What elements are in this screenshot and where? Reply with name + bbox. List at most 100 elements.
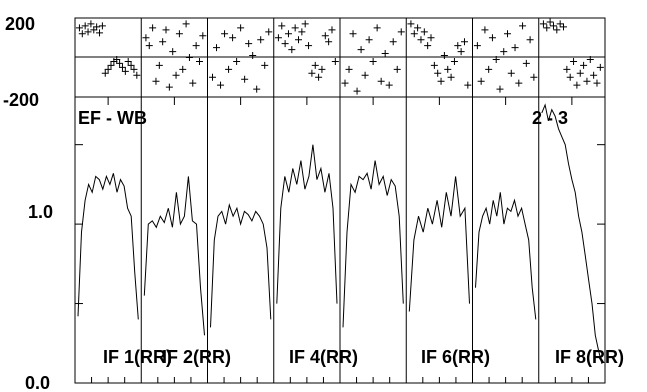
phase-point bbox=[233, 57, 241, 65]
phase-point bbox=[361, 71, 369, 79]
phase-point bbox=[229, 34, 237, 42]
amplitude-line-7 bbox=[475, 192, 537, 320]
phase-point bbox=[397, 28, 405, 36]
phase-point bbox=[328, 26, 336, 34]
phase-point bbox=[182, 20, 190, 28]
phase-point bbox=[298, 28, 306, 36]
phase-point bbox=[225, 65, 233, 73]
phase-point bbox=[301, 20, 309, 28]
phase-point bbox=[511, 44, 519, 52]
phase-point bbox=[274, 34, 282, 42]
phase-point bbox=[481, 26, 489, 34]
phase-point bbox=[189, 79, 197, 87]
phase-point bbox=[586, 55, 594, 63]
phase-point bbox=[78, 30, 86, 38]
phase-point bbox=[349, 30, 357, 38]
phase-point bbox=[305, 42, 313, 50]
amp-ytick-bottom: 0.0 bbox=[25, 373, 50, 392]
phase-point bbox=[281, 40, 289, 48]
phase-point bbox=[430, 61, 438, 69]
phase-point bbox=[149, 24, 157, 32]
phase-point bbox=[75, 24, 83, 32]
amplitude-layer bbox=[77, 103, 603, 365]
phase-point bbox=[570, 57, 578, 65]
phase-point bbox=[145, 42, 153, 50]
phase-point bbox=[241, 75, 249, 83]
phase-point bbox=[81, 22, 89, 30]
phase-point bbox=[308, 69, 316, 77]
phase-point bbox=[121, 67, 129, 75]
phase-point bbox=[341, 79, 349, 87]
phase-point bbox=[90, 26, 98, 34]
phase-point bbox=[488, 34, 496, 42]
phase-point bbox=[325, 38, 333, 46]
phase-point bbox=[162, 26, 170, 34]
phase-point bbox=[199, 32, 207, 40]
phase-point bbox=[101, 69, 109, 77]
phase-point bbox=[284, 30, 292, 38]
phase-point bbox=[169, 48, 177, 56]
phase-point bbox=[530, 73, 538, 81]
phase-point bbox=[261, 61, 269, 69]
phase-point bbox=[393, 65, 401, 73]
phase-point bbox=[365, 36, 373, 44]
amplitude-line-1 bbox=[77, 173, 139, 320]
phase-point bbox=[321, 32, 329, 40]
amplitude-line-5 bbox=[342, 160, 404, 328]
amplitude-line-4 bbox=[276, 144, 338, 304]
channel-dividers bbox=[140, 18, 540, 383]
phase-point bbox=[563, 65, 571, 73]
phase-point bbox=[549, 22, 557, 30]
if-label-2: IF 2(RR) bbox=[162, 347, 231, 367]
phase-point bbox=[373, 24, 381, 32]
phase-point bbox=[152, 77, 160, 85]
phase-point bbox=[318, 65, 326, 73]
phase-point bbox=[440, 52, 448, 60]
phase-point bbox=[477, 77, 485, 85]
phase-point bbox=[596, 63, 604, 71]
phase-point bbox=[407, 20, 415, 28]
phase-point bbox=[192, 42, 200, 50]
phase-point bbox=[96, 29, 104, 37]
phase-point bbox=[590, 71, 598, 79]
phase-layer bbox=[75, 18, 604, 95]
phase-ytick-top: 200 bbox=[5, 14, 35, 34]
phase-point bbox=[434, 69, 442, 77]
phase-point bbox=[331, 57, 339, 65]
phase-point bbox=[464, 81, 472, 89]
phase-point bbox=[515, 79, 523, 87]
amplitude-line-8 bbox=[541, 103, 603, 365]
phase-point bbox=[519, 22, 527, 30]
phase-point bbox=[492, 55, 500, 63]
phase-point bbox=[87, 20, 95, 28]
phase-point bbox=[553, 26, 561, 34]
phase-point bbox=[278, 22, 286, 30]
tick-marks bbox=[75, 97, 605, 384]
phase-point bbox=[93, 23, 101, 31]
phase-point bbox=[127, 61, 135, 69]
phase-point bbox=[217, 81, 225, 89]
phase-point bbox=[155, 61, 163, 69]
amplitude-line-3 bbox=[210, 203, 272, 328]
phase-point bbox=[507, 69, 515, 77]
phase-point bbox=[159, 38, 167, 46]
phase-point bbox=[522, 59, 530, 67]
phase-point bbox=[179, 65, 187, 73]
phase-point bbox=[410, 30, 418, 38]
if-label-8: IF 8(RR) bbox=[555, 347, 624, 367]
phase-point bbox=[104, 65, 112, 73]
phase-point bbox=[113, 55, 121, 63]
phase-point bbox=[500, 48, 508, 56]
phase-point bbox=[389, 38, 397, 46]
phase-point bbox=[98, 22, 106, 30]
amplitude-line-2 bbox=[143, 176, 205, 336]
phase-point bbox=[526, 36, 534, 44]
phase-point bbox=[357, 46, 365, 54]
phase-point bbox=[295, 36, 303, 44]
phase-point bbox=[195, 57, 203, 65]
phase-point bbox=[566, 73, 574, 81]
phase-point bbox=[249, 52, 257, 60]
phase-point bbox=[560, 23, 568, 31]
phase-point bbox=[124, 57, 132, 65]
phase-point bbox=[420, 28, 428, 36]
